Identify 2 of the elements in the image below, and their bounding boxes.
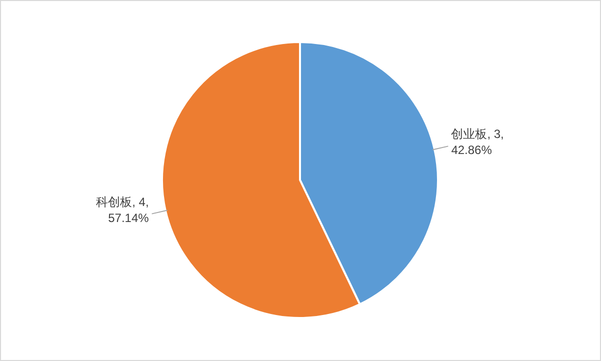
slice-label: 科创板, 4, 57.14% <box>96 194 150 225</box>
slice-label: 创业板, 3, 42.86% <box>451 127 504 158</box>
